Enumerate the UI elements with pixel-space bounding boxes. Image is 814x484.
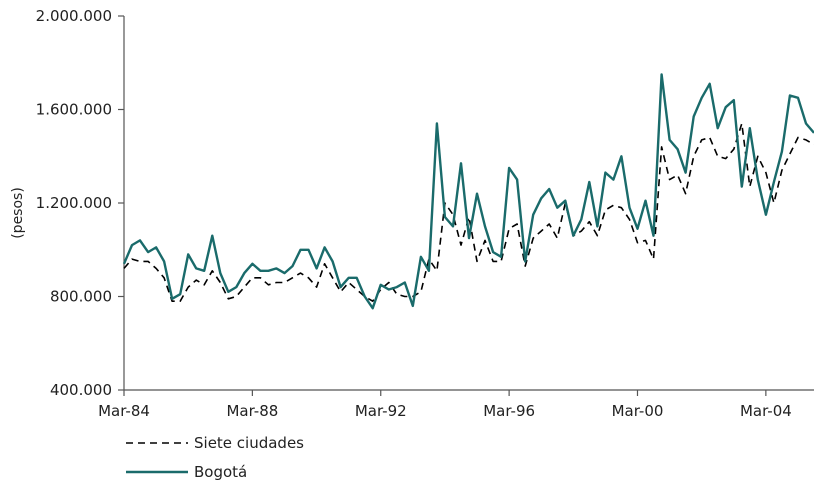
y-tick-label: 400.000: [50, 381, 112, 399]
x-tick-label: Mar-96: [483, 402, 535, 420]
legend: Siete ciudades Bogotá: [126, 434, 304, 481]
legend-label: Bogotá: [194, 463, 247, 481]
y-tick-label: 1.200.000: [36, 194, 112, 212]
series-line-bogota: [122, 73, 814, 310]
x-tick-label: Mar-04: [740, 402, 792, 420]
chart-axes: [123, 16, 814, 391]
x-tick-label: Mar-00: [612, 402, 664, 420]
x-tick-label: Mar-92: [355, 402, 407, 420]
y-tick-label: 2.000.000: [36, 7, 112, 25]
y-tick-label: 1.600.000: [36, 101, 112, 119]
x-axis-ticks: Mar-84 Mar-88 Mar-92 Mar-96 Mar-00 Mar-04: [98, 390, 792, 420]
x-tick-label: Mar-84: [98, 402, 150, 420]
legend-label: Siete ciudades: [194, 434, 304, 452]
y-axis-ticks: 400.000 800.000 1.200.000 1.600.000 2.000.00…: [36, 7, 124, 399]
x-tick-label: Mar-88: [226, 402, 278, 420]
y-axis-label: (pesos): [10, 187, 26, 239]
series-layer: [122, 73, 814, 310]
series-line-siete-ciudades: [123, 122, 814, 303]
y-tick-label: 800.000: [50, 288, 112, 306]
